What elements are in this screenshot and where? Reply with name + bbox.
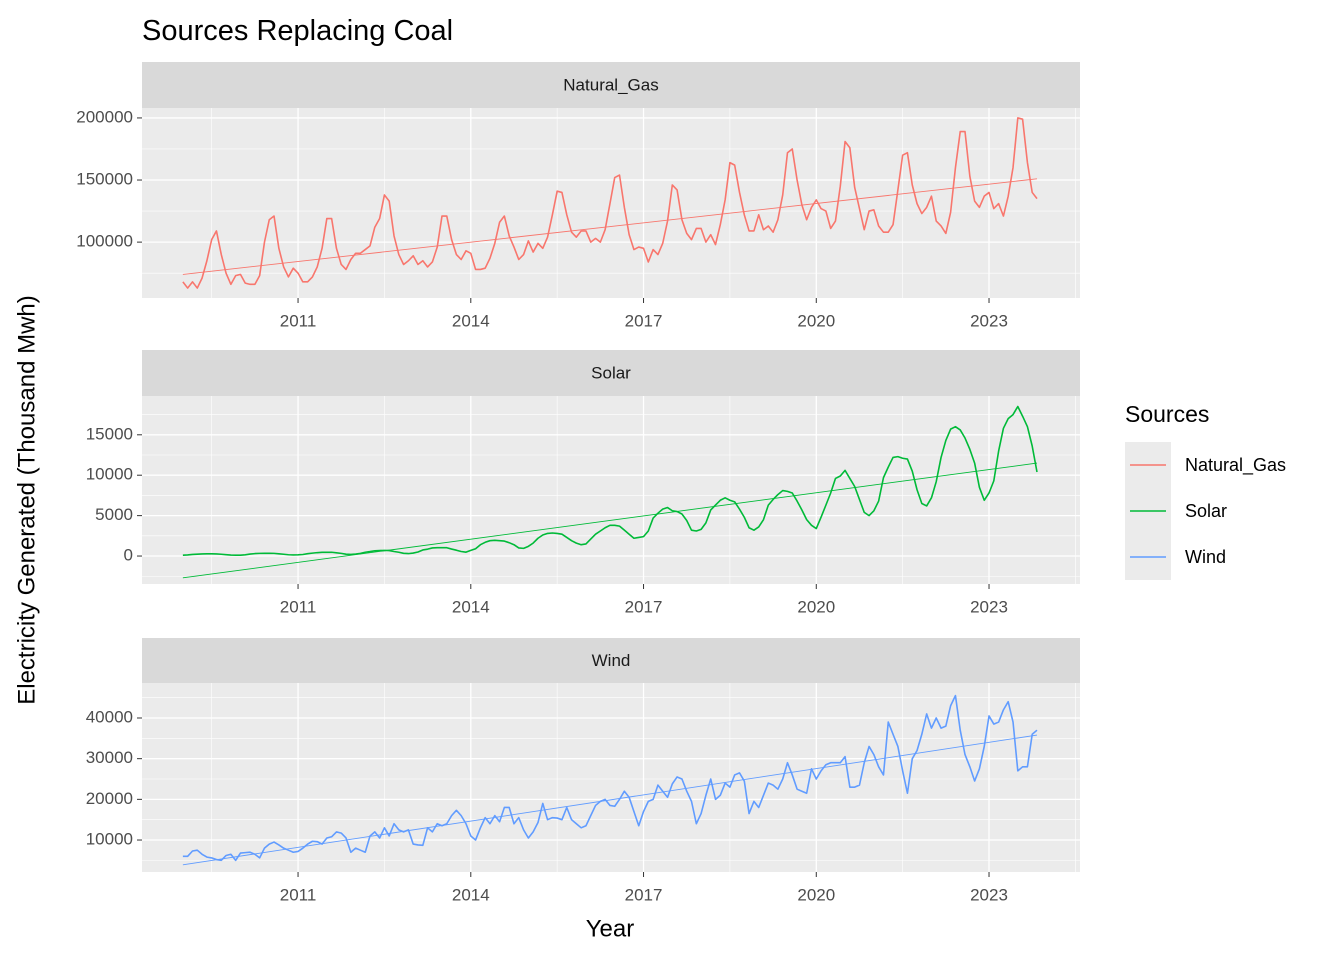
series-line (182, 117, 1038, 289)
y-tick-label: 10000 (86, 830, 133, 849)
y-tick-label: 20000 (86, 789, 133, 808)
y-axis-title: Electricity Generated (Thousand Mwh) (13, 295, 40, 705)
x-tick-label: 2011 (280, 885, 317, 904)
strip (142, 350, 1080, 396)
y-tick-label: 40000 (86, 707, 133, 726)
strip-label: Natural_Gas (563, 75, 658, 94)
x-tick-label: 2023 (970, 311, 1008, 330)
x-tick-label: 2014 (452, 885, 490, 904)
strip-label: Wind (592, 651, 631, 670)
x-tick-label: 2017 (625, 885, 663, 904)
y-tick-label: 150000 (76, 170, 133, 189)
x-tick-label: 2020 (797, 885, 835, 904)
strip (142, 638, 1080, 683)
y-tick-label: 30000 (86, 748, 133, 767)
x-tick-label: 2011 (280, 311, 317, 330)
strip-label: Solar (591, 363, 631, 382)
legend-label: Wind (1185, 547, 1226, 567)
trend-line (182, 462, 1038, 579)
trend-line (182, 734, 1038, 866)
series-line (182, 405, 1038, 557)
legend-label: Solar (1185, 501, 1227, 521)
trend-line (182, 178, 1038, 275)
series-line (182, 694, 1038, 862)
y-tick-label: 5000 (95, 505, 133, 524)
x-tick-label: 2020 (797, 597, 835, 616)
x-tick-label: 2017 (625, 311, 663, 330)
y-tick-label: 0 (124, 546, 133, 565)
y-tick-label: 10000 (86, 465, 133, 484)
strip (142, 62, 1080, 108)
x-tick-label: 2014 (452, 311, 490, 330)
x-tick-label: 2017 (625, 597, 663, 616)
x-axis-title: Year (586, 915, 635, 942)
x-tick-label: 2011 (280, 597, 317, 616)
y-tick-label: 15000 (86, 424, 133, 443)
legend-label: Natural_Gas (1185, 455, 1286, 476)
panel (142, 683, 1080, 872)
legend-title: Sources (1125, 401, 1209, 427)
y-tick-label: 100000 (76, 232, 133, 251)
x-tick-label: 2023 (970, 597, 1008, 616)
y-tick-label: 200000 (76, 107, 133, 126)
x-tick-label: 2023 (970, 885, 1008, 904)
x-tick-label: 2014 (452, 597, 490, 616)
x-tick-label: 2020 (797, 311, 835, 330)
chart-title: Sources Replacing Coal (142, 15, 453, 47)
panel (142, 108, 1080, 298)
